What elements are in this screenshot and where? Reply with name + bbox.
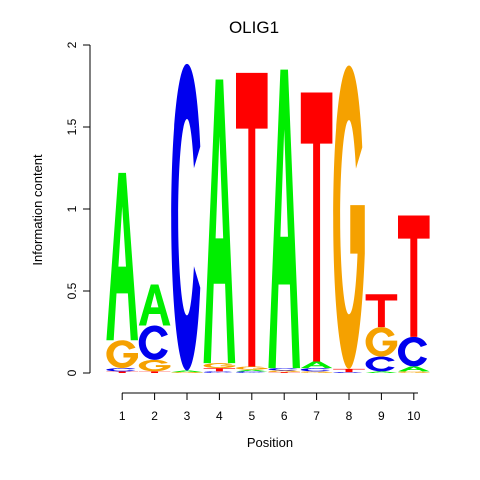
x-tick-label: 10 bbox=[407, 409, 421, 423]
letter-C-pos-3 bbox=[171, 63, 201, 371]
letter-T-pos-1 bbox=[106, 371, 138, 373]
letter-stack-position-9 bbox=[365, 294, 398, 373]
letter-G-pos-10 bbox=[398, 371, 430, 373]
letter-T-pos-6 bbox=[268, 372, 300, 373]
x-tick-label: 1 bbox=[119, 409, 126, 423]
letter-A-pos-2 bbox=[138, 284, 171, 326]
letter-T-pos-7 bbox=[300, 92, 333, 362]
letter-G-pos-2 bbox=[138, 359, 171, 372]
letter-T-pos-9 bbox=[365, 294, 398, 328]
x-tick-label: 6 bbox=[281, 409, 288, 423]
letter-stack-position-5 bbox=[236, 72, 268, 373]
letter-C-pos-8 bbox=[333, 372, 363, 373]
letter-G-pos-7 bbox=[300, 371, 333, 373]
letter-C-pos-4 bbox=[203, 371, 233, 373]
letter-stack-position-6 bbox=[268, 69, 300, 373]
letter-stack-position-2 bbox=[138, 284, 171, 373]
letter-G-pos-8 bbox=[333, 65, 365, 369]
letter-A-pos-6 bbox=[268, 69, 300, 369]
x-tick-label: 7 bbox=[313, 409, 320, 423]
letter-G-pos-4 bbox=[203, 363, 236, 369]
y-tick-label: 1.5 bbox=[65, 118, 79, 135]
letter-A-pos-5 bbox=[236, 369, 268, 372]
letter-C-pos-10 bbox=[398, 336, 428, 367]
letter-stack-position-1 bbox=[106, 172, 138, 373]
letter-stack-position-4 bbox=[203, 79, 236, 373]
y-tick-label: 2 bbox=[65, 41, 79, 48]
y-axis-title: Information content bbox=[30, 154, 45, 266]
letter-C-pos-5 bbox=[236, 371, 266, 373]
letter-A-pos-10 bbox=[398, 366, 430, 372]
letter-G-pos-1 bbox=[106, 340, 138, 369]
letter-stack-position-3 bbox=[171, 63, 203, 373]
x-tick-label: 8 bbox=[346, 409, 353, 423]
x-axis-ticks: 1 2 3 4 5 6 7 8 9 10 bbox=[119, 393, 421, 423]
letter-C-pos-2 bbox=[138, 325, 168, 360]
x-tick-label: 5 bbox=[248, 409, 255, 423]
x-tick-label: 4 bbox=[216, 409, 223, 423]
letter-stack-position-8 bbox=[333, 65, 365, 373]
letter-stack-position-10 bbox=[398, 215, 430, 373]
x-tick-label: 2 bbox=[151, 409, 158, 423]
letter-G-pos-9 bbox=[365, 327, 398, 357]
letter-G-pos-6 bbox=[268, 370, 300, 373]
letter-T-pos-8 bbox=[333, 368, 365, 373]
letter-G-pos-3 bbox=[171, 372, 203, 373]
letter-T-pos-10 bbox=[398, 215, 430, 337]
letter-A-pos-4 bbox=[203, 79, 236, 364]
letter-A-pos-3 bbox=[171, 370, 203, 373]
letter-A-pos-7 bbox=[300, 361, 333, 369]
y-tick-label: 1 bbox=[65, 205, 79, 212]
y-tick-label: 0 bbox=[65, 369, 79, 376]
letter-T-pos-4 bbox=[203, 368, 236, 372]
y-axis-ticks: 0 0.5 1 1.5 2 bbox=[65, 41, 90, 376]
letter-C-pos-9 bbox=[365, 356, 395, 372]
letter-T-pos-2 bbox=[138, 371, 171, 373]
x-tick-label: 3 bbox=[184, 409, 191, 423]
letter-stack-position-7 bbox=[300, 92, 333, 373]
letter-C-pos-7 bbox=[300, 368, 330, 372]
letter-T-pos-5 bbox=[236, 72, 268, 367]
x-tick-label: 9 bbox=[378, 409, 385, 423]
letter-stacks bbox=[106, 63, 430, 373]
letter-A-pos-9 bbox=[365, 371, 398, 373]
letter-A-pos-1 bbox=[106, 172, 138, 341]
y-tick-label: 0.5 bbox=[65, 282, 79, 299]
letter-C-pos-6 bbox=[268, 368, 298, 371]
letter-C-pos-1 bbox=[106, 368, 136, 372]
letter-G-pos-5 bbox=[236, 366, 268, 370]
chart-title: OLIG1 bbox=[229, 18, 279, 37]
x-axis-title: Position bbox=[247, 435, 293, 450]
